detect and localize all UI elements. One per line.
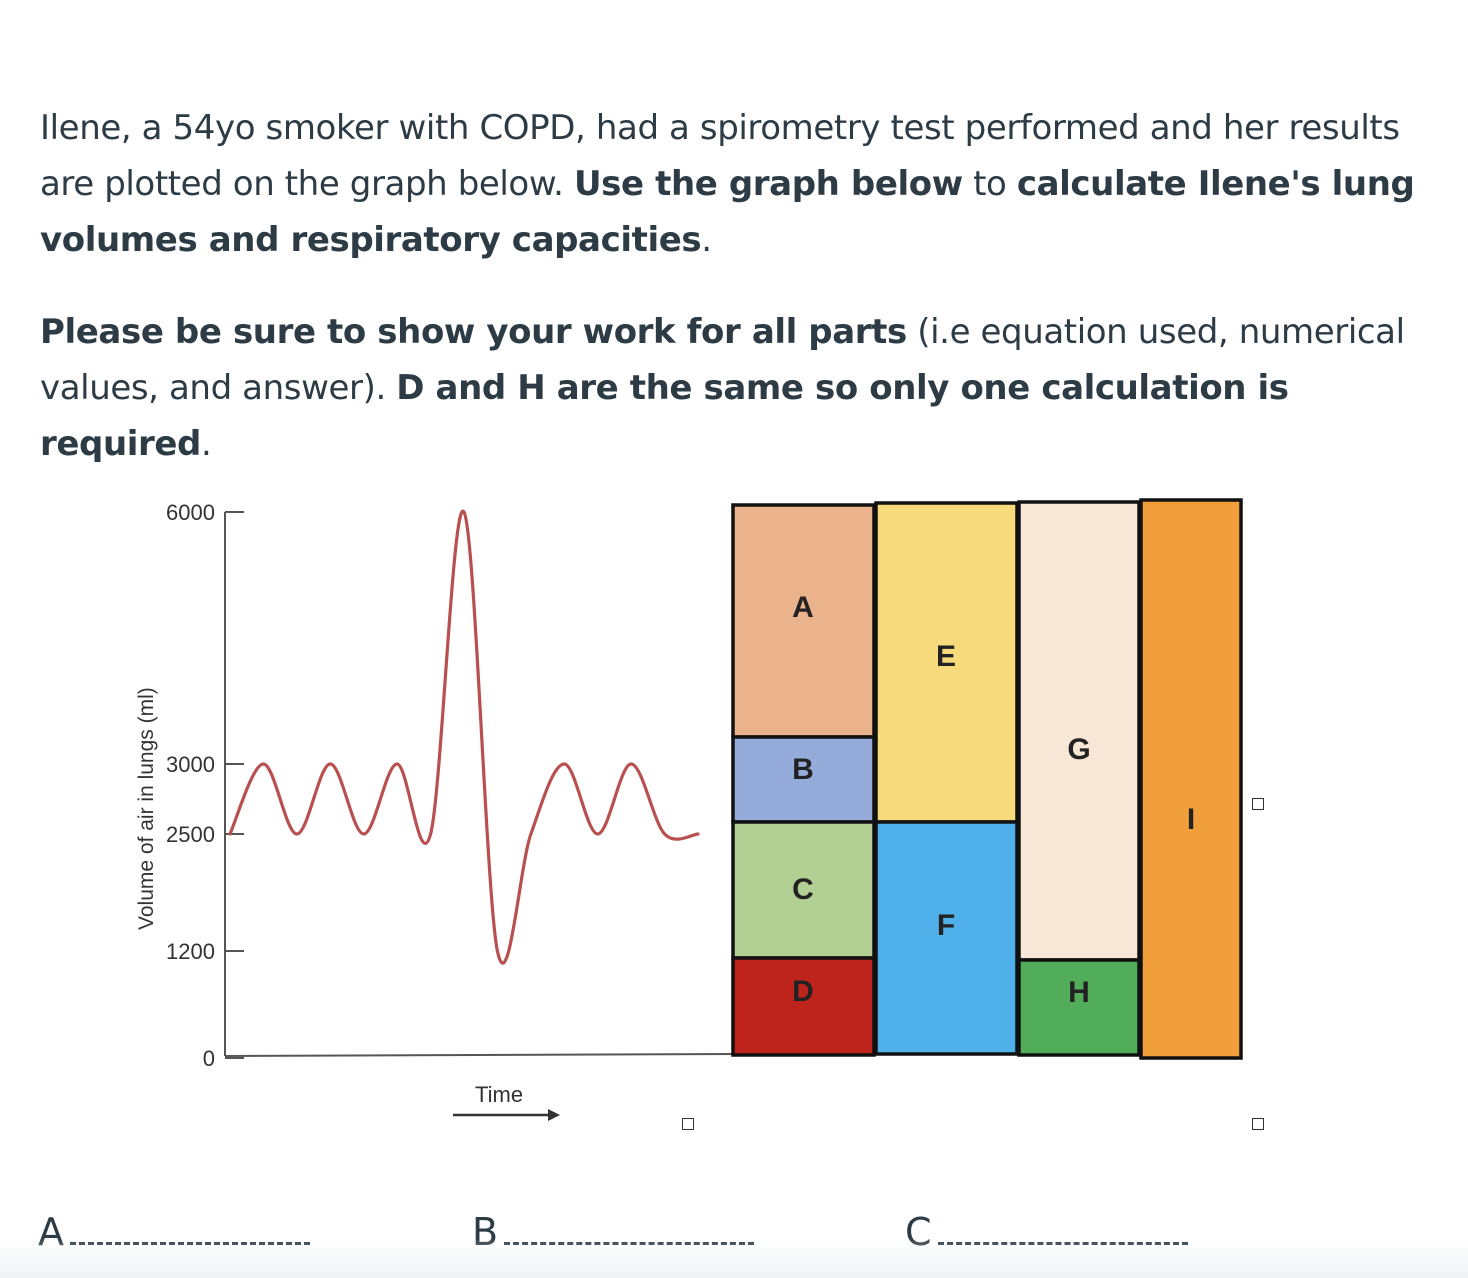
question-paragraph-2: Please be sure to show your work for all… [40, 304, 1460, 472]
volume-box-label-h: H [1068, 976, 1090, 1009]
checkbox-1[interactable] [1252, 798, 1264, 810]
checkbox-3[interactable] [1252, 1118, 1264, 1130]
volume-box-label-a: A [792, 591, 814, 624]
volume-box-g [1017, 500, 1141, 962]
question-bold-run: Use the graph below [573, 164, 963, 204]
y-tick-label: 0 [203, 1046, 215, 1071]
y-tick-label: 1200 [166, 939, 215, 964]
x-axis [224, 1053, 736, 1057]
volume-box-label-d: D [792, 975, 814, 1008]
volume-box-i [1139, 498, 1243, 1060]
question-run: . [701, 220, 712, 260]
volume-box-label-i: I [1187, 803, 1195, 836]
question-run: Ilene, a 54yo smoker with COPD, had a sp… [40, 108, 1400, 204]
checkbox-2[interactable] [682, 1118, 694, 1130]
y-axis-label: Volume of air in lungs (ml) [135, 687, 158, 930]
y-tick-label: 3000 [166, 752, 215, 777]
volume-box-label-f: F [937, 909, 955, 942]
volume-boxes: A B C D E F G H I [731, 498, 1243, 1060]
y-tick-label: 6000 [166, 500, 215, 525]
question-run: . [201, 424, 212, 464]
volume-box-label-g: G [1067, 733, 1090, 766]
question-bold-run: calculate Ilene's lung volumes and respi… [40, 164, 1415, 260]
volume-box-label-c: C [792, 873, 814, 906]
volume-box-e [874, 501, 1019, 824]
volume-box-b [731, 735, 876, 824]
volume-box-label-b: B [792, 753, 814, 786]
volume-box-h [1017, 958, 1141, 1057]
question-bold-run: Please be sure to show your work for all… [40, 312, 907, 352]
bottom-fade [0, 1238, 1468, 1278]
question-paragraph-1: Ilene, a 54yo smoker with COPD, had a sp… [40, 100, 1460, 268]
volume-box-label-e: E [936, 640, 956, 673]
y-tick-label: 2500 [166, 822, 215, 847]
volume-box-d [731, 956, 876, 1057]
question-bold-run: D and H are the same so only one calcula… [40, 368, 1289, 464]
volume-trace [228, 509, 700, 965]
x-axis-label: Time [475, 1082, 523, 1107]
question-run: (i.e equation used, numerical values, an… [40, 312, 1405, 408]
question-run: to [962, 164, 1017, 204]
time-arrow [453, 1109, 560, 1121]
volume-box-f [874, 820, 1019, 1056]
y-ticks: 6000 3000 2500 1200 0 [166, 500, 244, 1071]
question-text: Ilene, a 54yo smoker with COPD, had a sp… [40, 100, 1460, 472]
